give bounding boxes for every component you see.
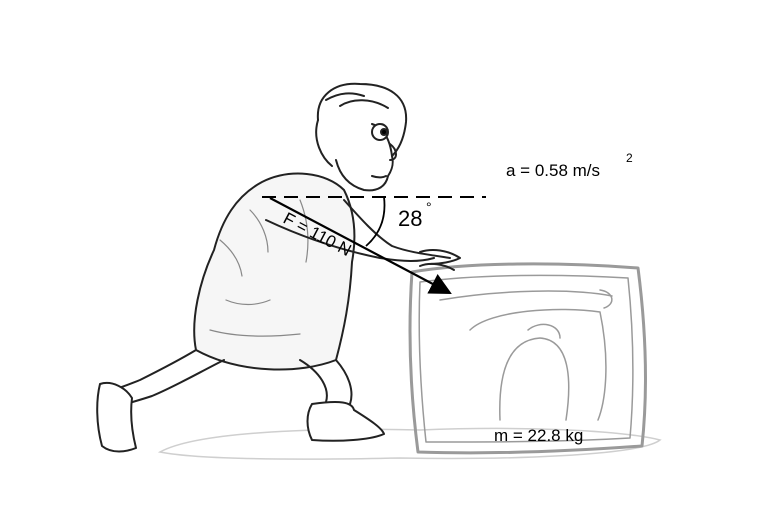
angle-label: 28 <box>398 206 422 231</box>
caveman-figure <box>96 82 461 453</box>
mass-label: m = 22.8 kg <box>494 426 583 445</box>
stone-block <box>408 262 647 455</box>
angle-degree-symbol: ° <box>426 199 432 215</box>
acceleration-exponent: 2 <box>626 151 633 165</box>
angle-arc <box>365 196 386 247</box>
ground-shadow <box>157 427 662 460</box>
force-arrow <box>269 197 452 295</box>
acceleration-label: a = 0.58 m/s <box>506 161 600 180</box>
